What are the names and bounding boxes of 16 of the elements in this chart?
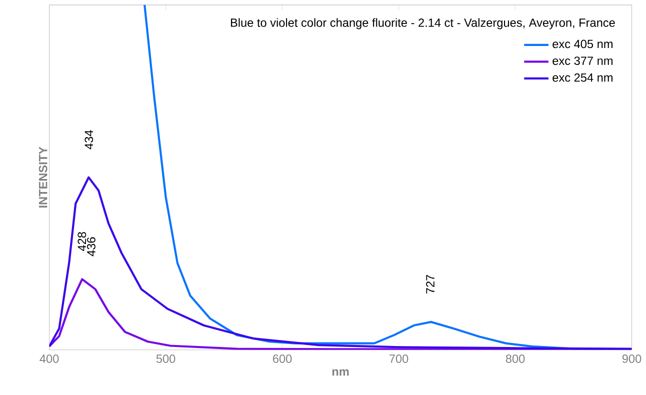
legend-label: exc 254 nm xyxy=(552,73,612,82)
annotation: 434 xyxy=(84,130,94,150)
x-tick-label: 900 xyxy=(622,354,642,363)
text: Blue to violet color change fluorite - 2.14 ct - Valzergues, Aveyron, France xyxy=(230,18,615,30)
annotation: 436 xyxy=(87,237,96,256)
annotation: 428 xyxy=(78,232,86,251)
x-tick-label: 400 xyxy=(40,354,59,363)
legend-label: exc 377 nm xyxy=(552,56,612,65)
y-axis-title: INTENSITY xyxy=(38,146,48,208)
annotation: 727 xyxy=(426,274,434,294)
x-tick-label: 600 xyxy=(273,354,292,363)
legend-label: exc 405 nm xyxy=(552,40,612,48)
x-tick-label: 500 xyxy=(156,354,176,363)
x-tick-label: 800 xyxy=(506,354,525,363)
x-axis-title: nm xyxy=(332,369,349,376)
x-tick-label: 700 xyxy=(390,354,408,363)
